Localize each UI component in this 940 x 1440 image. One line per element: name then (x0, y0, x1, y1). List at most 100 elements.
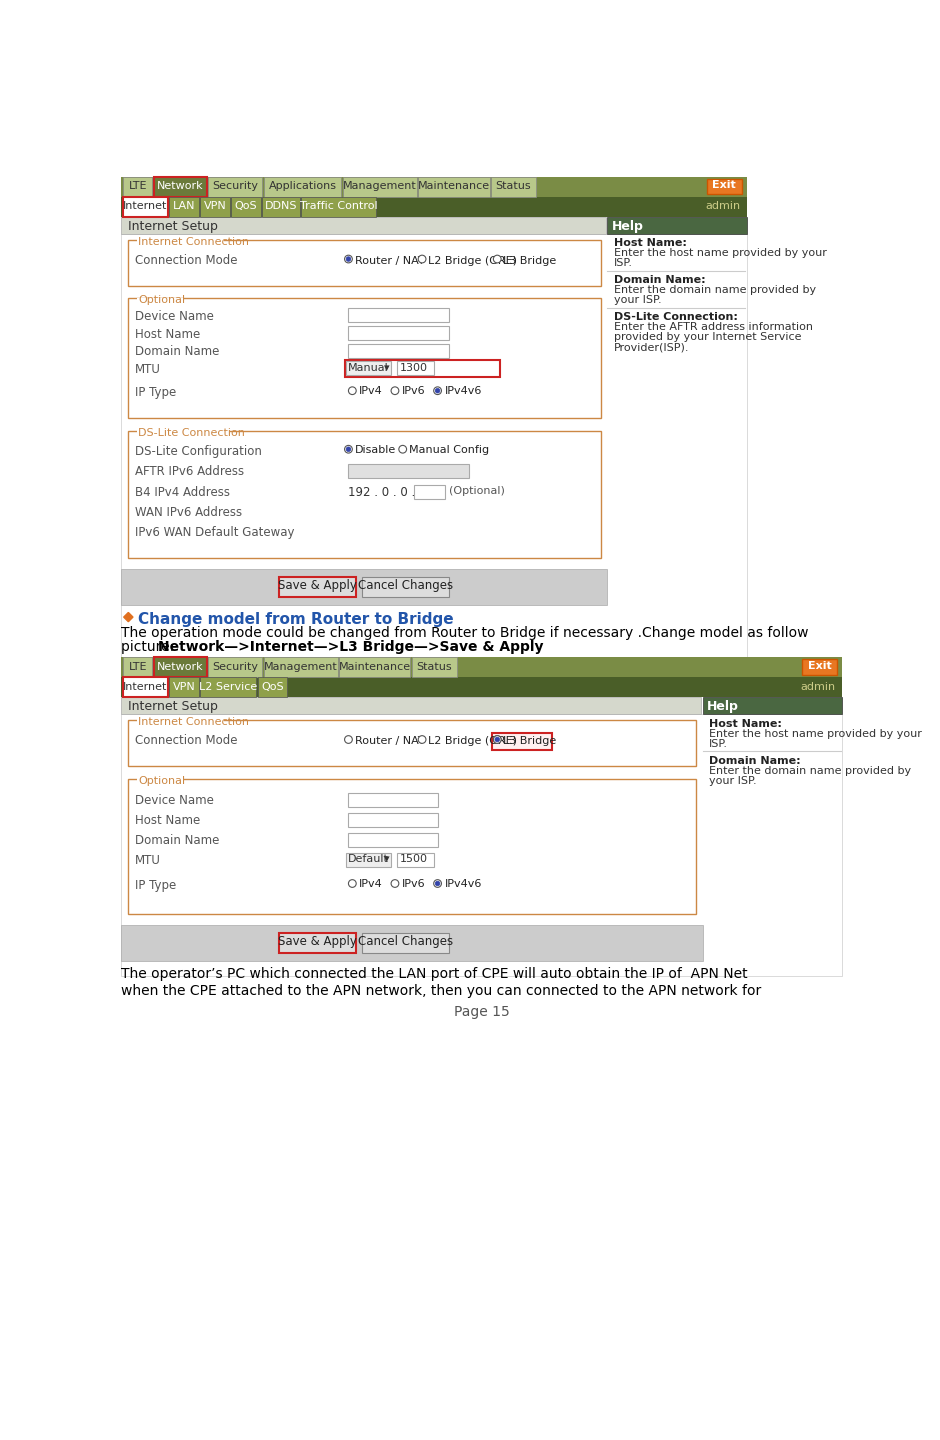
Text: Host Name:: Host Name: (614, 238, 686, 248)
Text: Save & Apply: Save & Apply (278, 935, 357, 948)
Bar (154, 177, 207, 197)
Bar (123, 177, 152, 197)
Text: The operator’s PC which connected the LAN port of CPE will auto obtain the IP of: The operator’s PC which connected the LA… (121, 966, 748, 981)
Text: 1300: 1300 (400, 363, 428, 373)
Bar (802, 660, 838, 675)
Circle shape (433, 387, 442, 395)
Bar (128, 431, 601, 557)
Text: Enter the AFTR address information: Enter the AFTR address information (614, 323, 812, 333)
Text: Page 15: Page 15 (454, 1005, 509, 1020)
Bar (128, 779, 697, 913)
Text: IPv4: IPv4 (359, 878, 384, 888)
Bar (363, 577, 449, 598)
Circle shape (349, 387, 356, 395)
Polygon shape (124, 612, 133, 622)
Text: VPN: VPN (204, 202, 227, 212)
Text: ISP.: ISP. (614, 258, 633, 268)
Bar (121, 197, 746, 216)
Circle shape (349, 880, 356, 887)
Circle shape (433, 880, 442, 887)
Bar (231, 197, 261, 216)
Text: Disable: Disable (354, 445, 396, 455)
Circle shape (435, 881, 440, 886)
Text: IP Type: IP Type (135, 386, 177, 399)
Circle shape (494, 736, 501, 743)
Text: 192 . 0 . 0 .: 192 . 0 . 0 . (349, 487, 415, 500)
Text: IPv6 WAN Default Gateway: IPv6 WAN Default Gateway (135, 526, 295, 539)
Bar (200, 197, 230, 216)
Circle shape (345, 736, 352, 743)
Bar (137, 720, 224, 729)
Text: Manual Config: Manual Config (409, 445, 489, 455)
Text: IP Type: IP Type (135, 878, 177, 891)
Text: IPv4: IPv4 (359, 386, 384, 396)
Bar (264, 657, 337, 677)
Text: Exit: Exit (807, 661, 832, 671)
Text: Management: Management (343, 181, 416, 192)
Bar (128, 298, 601, 418)
Bar (702, 697, 842, 714)
Text: ▾: ▾ (384, 854, 390, 864)
Bar (301, 197, 376, 216)
Text: Help: Help (707, 700, 739, 713)
Bar (169, 677, 199, 697)
Text: DS-Lite Connection:: DS-Lite Connection: (614, 312, 737, 323)
Text: Internet Setup: Internet Setup (128, 220, 217, 233)
Bar (607, 216, 746, 233)
Bar (343, 177, 416, 197)
Text: Management: Management (264, 662, 337, 671)
Circle shape (346, 446, 351, 452)
Bar (121, 216, 605, 233)
Text: WAN IPv6 Address: WAN IPv6 Address (135, 507, 243, 520)
Bar (137, 431, 230, 439)
Text: LTE: LTE (129, 662, 147, 671)
Text: Exit: Exit (713, 180, 736, 190)
Circle shape (399, 445, 407, 454)
Text: DS-Lite Connection: DS-Lite Connection (138, 428, 245, 438)
Text: Router / NAT: Router / NAT (354, 256, 424, 266)
Text: Router / NAT: Router / NAT (354, 736, 424, 746)
Bar (121, 657, 842, 677)
Text: Cancel Changes: Cancel Changes (358, 935, 453, 948)
Bar (128, 720, 697, 766)
Text: Change model from Router to Bridge: Change model from Router to Bridge (137, 612, 453, 626)
Text: DS-Lite Configuration: DS-Lite Configuration (135, 445, 262, 458)
Text: Network: Network (157, 662, 204, 671)
Text: QoS: QoS (261, 681, 284, 691)
Text: Default: Default (348, 854, 388, 864)
Text: LAN: LAN (173, 202, 196, 212)
Bar (121, 697, 701, 714)
Bar (121, 233, 746, 657)
Text: Host Name: Host Name (135, 327, 200, 341)
Bar (121, 924, 702, 960)
Bar (492, 733, 553, 750)
Text: The operation mode could be changed from Router to Bridge if necessary .Change m: The operation mode could be changed from… (121, 626, 809, 641)
Bar (137, 298, 183, 307)
Circle shape (418, 255, 426, 264)
Text: Provider(ISP).: Provider(ISP). (614, 343, 689, 353)
Circle shape (494, 736, 501, 743)
Text: Applications: Applications (269, 181, 337, 192)
Bar (121, 677, 842, 697)
Text: Host Name:: Host Name: (709, 719, 782, 729)
Text: (Optional): (Optional) (449, 487, 505, 497)
Text: Enter the domain name provided by: Enter the domain name provided by (709, 766, 911, 776)
Text: Connection Mode: Connection Mode (135, 734, 238, 747)
Text: Maintenance: Maintenance (338, 662, 411, 671)
Bar (264, 177, 341, 197)
Bar (121, 569, 607, 605)
Text: IPv4v6: IPv4v6 (445, 386, 482, 396)
Text: L2 Bridge (GRE): L2 Bridge (GRE) (429, 256, 517, 266)
Bar (346, 361, 391, 376)
Bar (349, 832, 438, 847)
Text: MTU: MTU (135, 363, 161, 376)
Bar (258, 677, 288, 697)
Text: Enter the host name provided by your: Enter the host name provided by your (709, 729, 922, 739)
Text: picture:: picture: (121, 641, 179, 654)
Text: IPv4v6: IPv4v6 (445, 878, 482, 888)
Circle shape (495, 737, 499, 742)
Bar (169, 197, 199, 216)
Text: MTU: MTU (135, 854, 161, 867)
Bar (397, 852, 433, 867)
Text: Network—>Internet—>L3 Bridge—>Save & Apply: Network—>Internet—>L3 Bridge—>Save & App… (158, 641, 543, 654)
